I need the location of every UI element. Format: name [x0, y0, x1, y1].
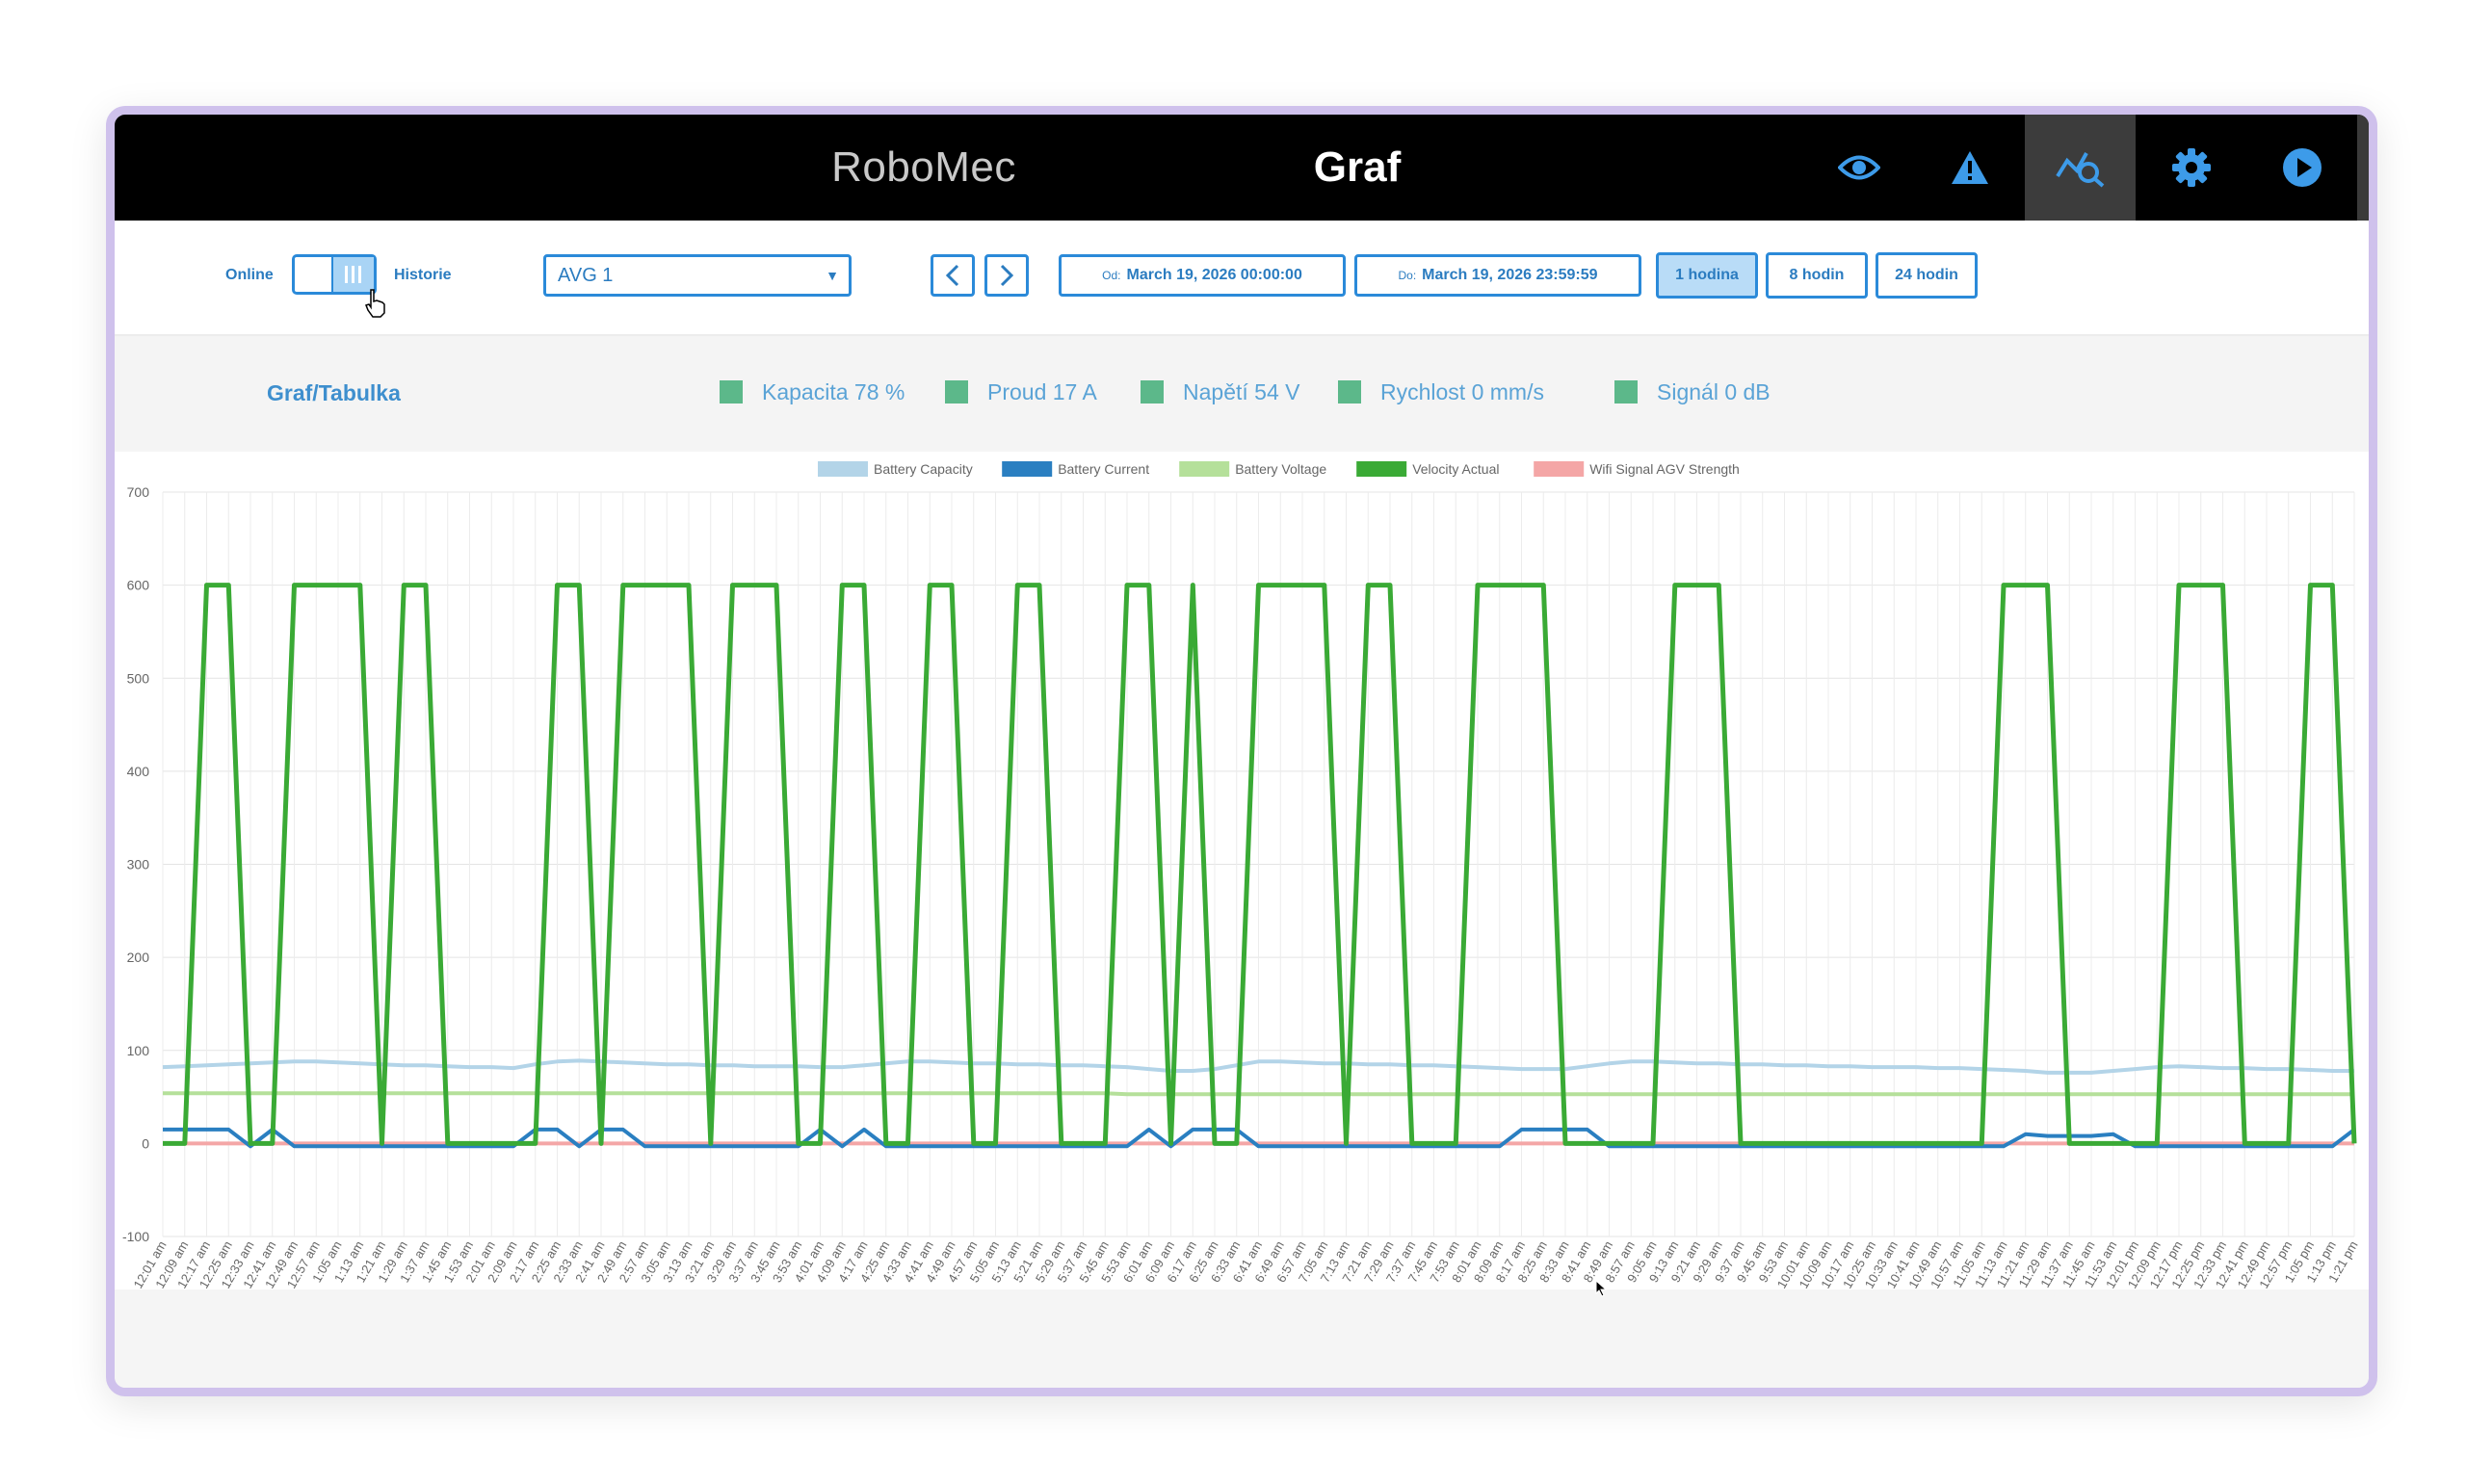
gear-icon	[2171, 148, 2211, 187]
chevron-right-icon	[1000, 264, 1014, 287]
stat-current: Proud 17 A	[945, 378, 1097, 405]
graph-window: RoboMec Graf	[106, 106, 2377, 1396]
graph-table-toggle[interactable]: Graf/Tabulka	[267, 380, 401, 405]
legend-swatch	[1179, 461, 1230, 477]
y-tick-label: 700	[127, 484, 150, 500]
stat-swatch	[1141, 380, 1164, 404]
y-tick-label: 600	[127, 578, 150, 593]
previous-button[interactable]	[931, 254, 975, 297]
legend-swatch	[818, 461, 868, 477]
stat-swatch	[945, 380, 968, 404]
legend-label: Battery Current	[1058, 461, 1149, 477]
agv-select[interactable]: AVG 1 ▼	[543, 254, 852, 297]
stat-current-text: Proud 17 A	[987, 378, 1097, 404]
online-label: Online	[225, 267, 274, 283]
y-tick-label: 200	[127, 950, 150, 965]
stat-voltage-text: Napětí 54 V	[1183, 378, 1300, 404]
series-line-1	[163, 1127, 2356, 1149]
view-button[interactable]	[1803, 115, 1914, 221]
close-button[interactable]	[2357, 115, 2369, 221]
stat-swatch	[720, 380, 743, 404]
y-tick-label: 100	[127, 1043, 150, 1058]
eye-icon	[1837, 155, 1880, 180]
chevron-down-icon: ▼	[826, 268, 839, 283]
chart-search-icon	[2055, 152, 2104, 188]
chevron-left-icon	[945, 264, 959, 287]
stat-voltage: Napětí 54 V	[1141, 378, 1299, 405]
stats-bar: Graf/Tabulka Kapacita 78 % Proud 17 A Na…	[115, 336, 2369, 450]
range-8-hours-button[interactable]: 8 hodin	[1766, 252, 1868, 299]
series-line-2	[163, 1091, 2354, 1097]
y-tick-label: 300	[127, 857, 150, 872]
history-label: Historie	[394, 267, 452, 283]
legend-label: Battery Voltage	[1235, 461, 1326, 477]
stat-signal-text: Signál 0 dB	[1657, 378, 1771, 404]
chart-panel: -100 0 100 200 300 400 500 600 700 12:01 am 12:09 …	[115, 452, 2369, 1290]
alarms-button[interactable]	[1914, 115, 2025, 221]
online-history-toggle[interactable]	[292, 254, 377, 295]
stat-swatch	[1614, 380, 1638, 404]
controls-bar: Online Historie AVG 1 ▼ Od: March 19, 20…	[115, 221, 2369, 336]
date-from-field[interactable]: Od: March 19, 2026 00:00:00	[1059, 254, 1346, 297]
agv-select-value: AVG 1	[558, 265, 614, 286]
stat-capacity-text: Kapacita 78 %	[762, 378, 905, 404]
settings-button[interactable]	[2136, 115, 2246, 221]
stat-velocity: Rychlost 0 mm/s	[1338, 378, 1544, 405]
footer	[115, 1280, 2369, 1388]
y-tick-label: -100	[122, 1229, 149, 1244]
legend-label: Battery Capacity	[874, 461, 973, 477]
legend-swatch	[1356, 461, 1407, 477]
stat-signal: Signál 0 dB	[1614, 378, 1771, 405]
legend-swatch	[1002, 461, 1053, 477]
stat-swatch	[1338, 380, 1361, 404]
range-1-hour-button[interactable]: 1 hodina	[1656, 252, 1758, 299]
y-tick-label: 400	[127, 764, 150, 779]
graph-button[interactable]	[2025, 115, 2136, 221]
title-bar: RoboMec Graf	[115, 115, 2369, 221]
date-from-value: March 19, 2026 00:00:00	[1126, 267, 1302, 283]
legend-label: Wifi Signal AGV Strength	[1589, 461, 1740, 477]
legend-swatch	[1534, 461, 1585, 477]
legend-label: Velocity Actual	[1412, 461, 1499, 477]
stat-capacity: Kapacita 78 %	[720, 378, 905, 405]
next-button[interactable]	[984, 254, 1029, 297]
y-tick-label: 0	[142, 1135, 149, 1151]
date-to-prefix: Do:	[1398, 269, 1417, 282]
toggle-knob[interactable]	[331, 257, 374, 292]
series-line-0	[162, 1058, 2354, 1075]
hand-cursor-icon	[365, 289, 385, 318]
brand-name: RoboMec	[831, 143, 1016, 191]
range-24-hours-button[interactable]: 24 hodin	[1876, 252, 1978, 299]
play-icon	[2282, 148, 2322, 187]
page-title: Graf	[1313, 143, 1402, 191]
run-button[interactable]	[2246, 115, 2357, 221]
date-from-prefix: Od:	[1102, 269, 1121, 282]
series-line-3	[163, 583, 2357, 1146]
warning-icon	[1951, 151, 1988, 184]
arrow-cursor-icon	[1595, 1280, 1608, 1297]
date-to-field[interactable]: Do: March 19, 2026 23:59:59	[1354, 254, 1641, 297]
y-tick-label: 500	[127, 670, 150, 686]
date-to-value: March 19, 2026 23:59:59	[1422, 267, 1598, 283]
stat-velocity-text: Rychlost 0 mm/s	[1380, 378, 1544, 404]
